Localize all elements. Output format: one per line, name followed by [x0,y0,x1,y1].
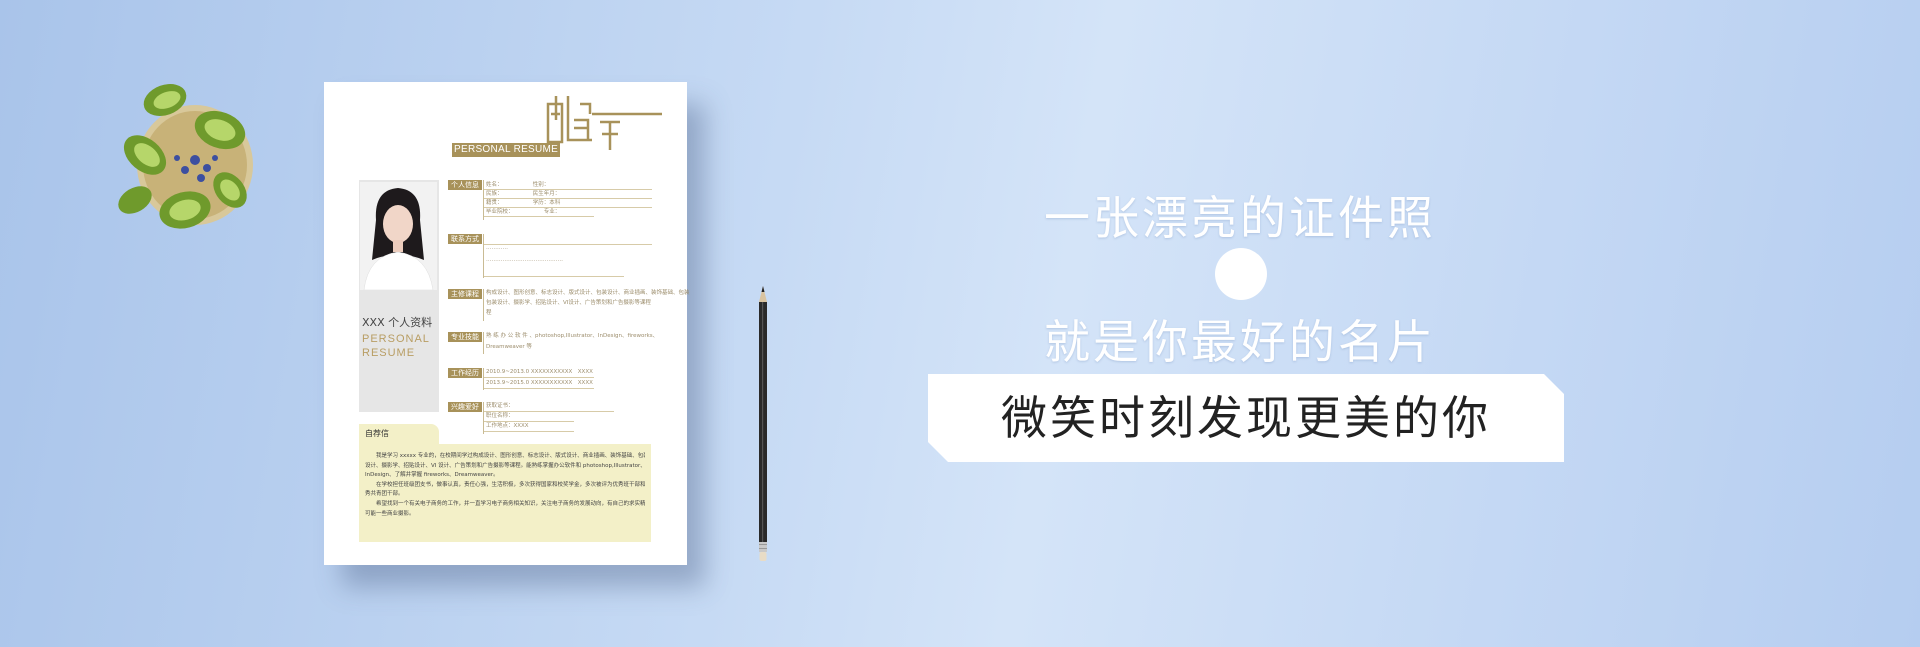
section-rule [484,421,574,422]
portrait-photo [360,182,437,290]
resume-subtitle: PERSONAL RESUME [452,143,561,157]
cover-letter-line: 我是学习 xxxxx 专业的，在校期间学过构成设计、图形创意、标志设计、版式设计… [365,453,645,459]
section-rule [484,244,652,245]
resume-document: PERSONAL RESUME XXX 个人资料 PERSONAL RESUME… [324,82,690,565]
section-divider [483,368,484,390]
resume-title-graphic [546,96,662,150]
section-text: …………………………………… [486,257,563,263]
slogan-banner-text: 微笑时刻发现更美的你 [1001,391,1491,445]
section-text: 民族： 民生年月： [486,191,561,197]
cover-letter-body: 我是学习 xxxxx 专业的，在校期间学过构成设计、图形创意、标志设计、版式设计… [359,444,651,542]
section-rule [484,377,594,378]
section-text: 熟 练 办 公 软 件 、photoshop,Illustrator、InDes… [486,333,659,339]
cover-letter-line: 希望找到一个有关电子商务的工作，并一直学习电子商务相关知识，关注电子商务的发展动… [365,500,645,507]
section-label-work: 工作经历 [448,368,482,378]
section-rule [484,189,652,190]
section-text: ………… [486,245,508,251]
section-text: 2010.9~2013.0 XXXXXXXXXXX XXXX [486,369,593,375]
section-rule [484,207,652,208]
section-text: 构成设计、图形创意、标志设计、版式设计、包装设计、商业插画、装饰基础、包装 [486,290,690,296]
cover-letter-title: 自荐信 [359,424,439,444]
section-text: 毕业院校： 专业： [486,209,561,215]
section-label-hobbies: 兴趣爱好 [448,402,482,412]
section-rule [484,431,574,432]
section-text: 程 [486,310,492,316]
cover-letter-line: 在学校担任班级团支书，做事认真，责任心强，生活积极，多次获得国家和校奖学金，多次… [365,481,645,488]
section-divider [483,180,484,220]
section-text: 职位名称： [486,413,514,419]
pencil-image [759,286,767,561]
section-label-personal-info: 个人信息 [448,180,482,190]
section-label-courses: 主修课程 [448,289,482,299]
section-text: 工作地点：XXXX [486,423,529,429]
section-label-contact: 联系方式 [448,234,482,244]
section-rule [484,276,624,277]
section-rule [484,216,594,217]
section-rule [484,388,594,389]
headline-line1: 一张漂亮的证件照 [1044,191,1436,245]
section-text: 获取证书： [486,403,514,409]
cover-letter-line: 可能一些商业摄影。 [365,510,415,517]
section-divider [483,332,484,354]
personal-en-line2: RESUME [362,347,416,359]
person-name-title: XXX 个人资料 [362,316,433,329]
slogan-banner-shape [928,374,1564,462]
potted-plant-image [118,84,253,229]
section-text: Dreamweaver 等 [486,344,532,350]
personal-resume-en: PERSONAL RESUME [362,332,430,360]
section-divider [483,402,484,434]
section-text: 姓名： 性别： [486,182,550,188]
section-rule [484,198,652,199]
section-text: 包装设计、摄影学、招贴设计、VI设计、广告策划和广告摄影等课程 [486,300,651,306]
section-rule [484,411,614,412]
personal-en-line1: PERSONAL [362,333,430,345]
section-divider [483,234,484,278]
section-divider [483,289,484,321]
cover-letter-line: 设计、摄影学、招贴设计、VI 设计、广告策划和广告摄影等课程。能熟练掌握办公软件… [365,462,645,469]
section-text: 籍贯： 学历：本科 [486,200,561,206]
cover-letter-line: 秀共青团干部。 [365,491,404,498]
section-text: 2013.9~2015.0 XXXXXXXXXXX XXXX [486,380,593,386]
section-label-skills: 专业技能 [448,332,482,342]
headline-line2: 就是你最好的名片 [1044,315,1436,369]
white-dot [1215,248,1267,300]
cover-letter-line: InDesign、了解并掌握 fireworks、Dreamweaver。 [365,472,499,479]
